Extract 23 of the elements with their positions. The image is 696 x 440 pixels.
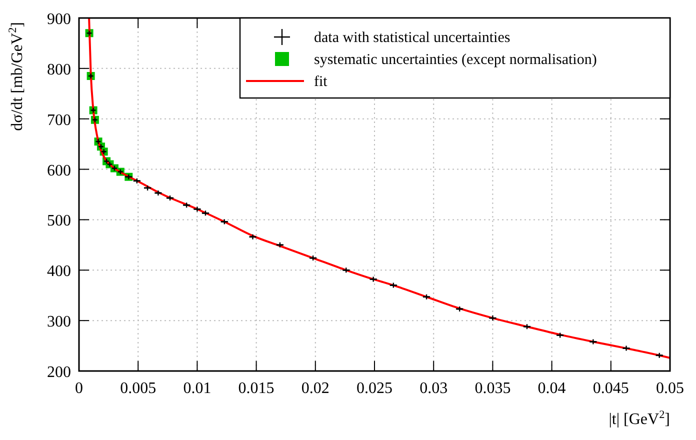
x-tick-label: 0.035 [474,380,511,397]
x-tick-label: 0.02 [301,380,330,397]
y-tick-label: 800 [47,61,71,78]
x-tick-label: 0.015 [238,380,274,397]
y-tick-label: 300 [47,314,71,331]
x-tick-label: 0.005 [120,380,156,397]
x-axis-title: |t| [GeV$^{2}$] [608,409,670,428]
x-tick-label: 0.045 [592,380,629,397]
y-tick-label: 700 [47,112,71,129]
legend-label: data with statistical uncertainties [314,30,510,46]
legend-label: fit [314,74,328,90]
x-tick-label: 0.03 [420,380,448,397]
y-tick-label: 200 [47,364,71,381]
x-tick-label: 0 [75,380,83,397]
y-tick-label: 900 [47,11,71,28]
x-tick-label: 0.025 [356,380,392,397]
x-tick-label: 0.04 [538,380,566,397]
legend-label: systematic uncertainties (except normalisation) [314,52,597,68]
x-tick-label: 0.05 [656,380,684,397]
x-tick-label: 0.01 [183,380,212,397]
y-tick-label: 600 [47,162,71,180]
y-tick-label: 500 [47,212,71,230]
y-tick-label: 400 [47,263,71,280]
